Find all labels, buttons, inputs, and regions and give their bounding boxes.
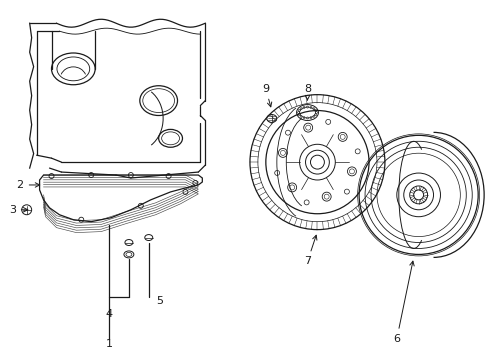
Text: 5: 5 bbox=[155, 296, 163, 306]
Text: 6: 6 bbox=[392, 261, 413, 344]
Text: 9: 9 bbox=[262, 84, 271, 107]
Text: 7: 7 bbox=[304, 235, 316, 266]
Text: 4: 4 bbox=[105, 309, 112, 319]
Text: 2: 2 bbox=[17, 180, 40, 190]
Text: 8: 8 bbox=[304, 84, 310, 100]
Text: 1: 1 bbox=[105, 339, 112, 349]
Text: 3: 3 bbox=[9, 205, 28, 215]
